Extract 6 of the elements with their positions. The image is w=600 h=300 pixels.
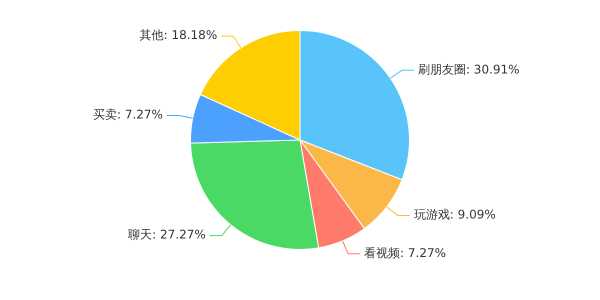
slice-label: 玩游戏: 9.09% bbox=[414, 208, 496, 222]
slice-label: 买卖: 7.27% bbox=[92, 108, 163, 122]
slice-label: 看视频: 7.27% bbox=[364, 246, 446, 260]
slice-label: 刷朋友圈: 30.91% bbox=[418, 62, 520, 76]
slice-label: 聊天: 27.27% bbox=[128, 228, 206, 242]
slice-label: 其他: 18.18% bbox=[140, 28, 218, 42]
